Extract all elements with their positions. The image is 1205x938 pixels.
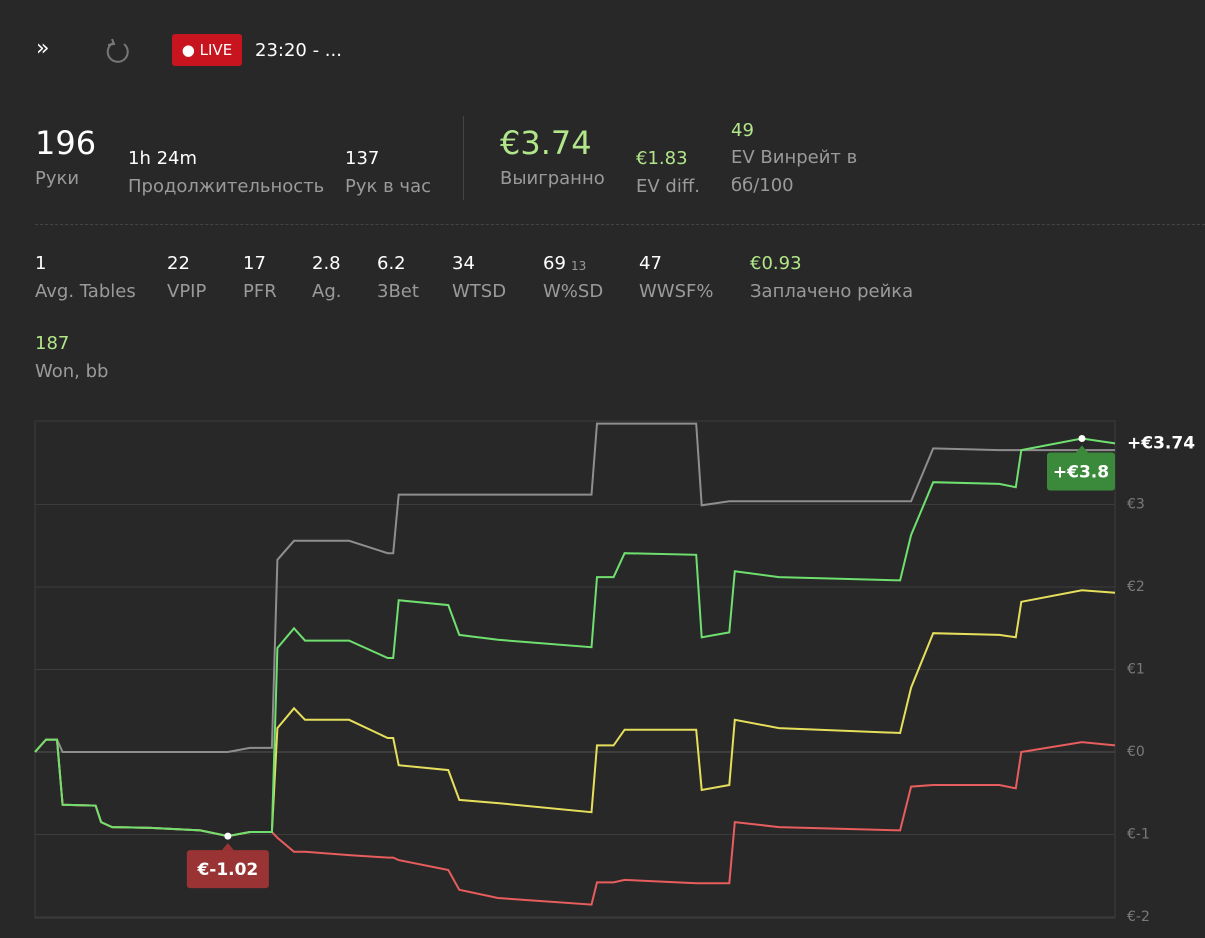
summary-label: Продолжительность bbox=[128, 176, 325, 197]
y-tick-label: €0 bbox=[1127, 744, 1145, 760]
divider bbox=[463, 116, 464, 200]
summary-label: Рук в час bbox=[345, 176, 431, 197]
dashed-separator bbox=[35, 224, 1205, 225]
stat-value: 6.2 bbox=[377, 253, 406, 274]
stat-label: W%SD bbox=[543, 281, 604, 302]
stat-value: 1 bbox=[35, 253, 47, 274]
bubble-label: €-1.02 bbox=[196, 860, 258, 880]
stat-label: Won, bb bbox=[35, 361, 109, 382]
session-time: 23:20 - ... bbox=[255, 40, 342, 61]
stat-label: Avg. Tables bbox=[35, 281, 136, 302]
stat-label: WWSF% bbox=[639, 281, 714, 302]
y-tick-label: €1 bbox=[1127, 662, 1145, 678]
bubble-arrow bbox=[221, 843, 234, 851]
summary-label: Выигранно bbox=[500, 168, 605, 189]
stat-value: 47 bbox=[639, 253, 662, 274]
stat-value: 34 bbox=[452, 253, 475, 274]
summary-value: €1.83 bbox=[636, 148, 688, 169]
series-line bbox=[34, 437, 1116, 838]
stat-value: 2.8 bbox=[312, 253, 341, 274]
bubble-arrow bbox=[1075, 445, 1088, 453]
bubble bbox=[186, 850, 269, 889]
y-tick-label: €2 bbox=[1127, 579, 1145, 595]
stat-label: 3Bet bbox=[377, 281, 419, 302]
stat-value: €0.93 bbox=[750, 253, 802, 274]
summary-value: 1h 24m bbox=[128, 148, 198, 169]
stat-sub: 13 bbox=[571, 259, 587, 273]
point-dot bbox=[224, 832, 232, 840]
summary-label: EV diff. bbox=[636, 176, 700, 197]
stat-label: WTSD bbox=[452, 281, 507, 302]
stat-value: 17 bbox=[243, 253, 266, 274]
bubble-label: +€3.8 bbox=[1053, 463, 1109, 483]
stat-label: Ag. bbox=[312, 281, 342, 302]
refresh-icon[interactable] bbox=[104, 38, 132, 66]
summary-value: 137 bbox=[345, 148, 380, 169]
summary-value: €3.74 bbox=[500, 124, 592, 162]
bubble bbox=[1047, 452, 1115, 491]
summary-value: 49 bbox=[731, 120, 754, 141]
expand-icon[interactable]: » bbox=[36, 36, 50, 61]
y-tick-label: €-2 bbox=[1127, 909, 1150, 925]
y-tick-label: €3 bbox=[1127, 497, 1145, 513]
stat-label: Заплачено рейка bbox=[750, 281, 914, 302]
summary-value: 196 bbox=[35, 124, 97, 162]
series-line bbox=[34, 422, 1115, 753]
y-tick-label: €-1 bbox=[1127, 827, 1150, 843]
series-line bbox=[34, 589, 1116, 838]
stat-label: VPIP bbox=[167, 281, 207, 302]
live-text: LIVE bbox=[199, 41, 233, 59]
stat-value: 187 bbox=[35, 333, 70, 354]
summary-label: Руки bbox=[35, 168, 80, 189]
end-label: +€3.74 bbox=[1127, 433, 1195, 453]
stat-value: 69 bbox=[543, 253, 566, 274]
stat-label: PFR bbox=[243, 281, 277, 302]
live-badge: ● LIVE bbox=[172, 34, 242, 66]
point-dot bbox=[1078, 435, 1086, 442]
summary-label: EV Винрейт в бб/100 bbox=[731, 147, 858, 196]
stat-value: 22 bbox=[167, 253, 190, 274]
